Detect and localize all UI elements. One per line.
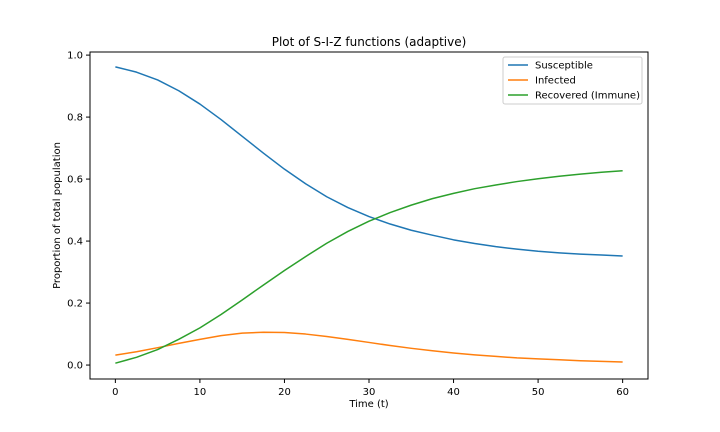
series-line-infected [115,331,623,363]
legend-box [502,56,643,105]
legend-label: Susceptible [535,61,593,72]
x-axis: 0 10 20 30 40 50 60 [112,379,629,398]
y-tick-label: 0.4 [67,237,83,248]
x-tick-label: 60 [616,387,629,398]
y-tick-label: 0.2 [67,299,83,310]
legend: Susceptible Infected Recovered (Immune) [502,56,643,105]
x-tick-label: 10 [194,387,207,398]
y-axis: 0.0 0.2 0.4 0.6 0.8 1.0 [67,51,90,372]
y-axis-label: Proportion of total population [52,142,63,289]
series-line-susceptible [115,66,623,257]
x-tick-label: 30 [363,387,376,398]
y-tick-label: 0.8 [67,113,83,124]
series-line-recovered-immune [115,169,623,364]
x-tick-label: 40 [447,387,460,398]
x-axis-label: Time (t) [348,399,388,410]
chart-title: Plot of S-I-Z functions (adaptive) [272,35,467,49]
x-tick-label: 20 [278,387,291,398]
y-tick-label: 1.0 [67,51,83,62]
y-tick-label: 0.0 [67,361,83,372]
legend-label: Infected [535,76,576,87]
x-tick-label: 50 [532,387,545,398]
x-tick-label: 0 [112,387,118,398]
y-tick-label: 0.6 [67,175,83,186]
series-lines [115,66,623,364]
legend-label: Recovered (Immune) [535,91,640,102]
